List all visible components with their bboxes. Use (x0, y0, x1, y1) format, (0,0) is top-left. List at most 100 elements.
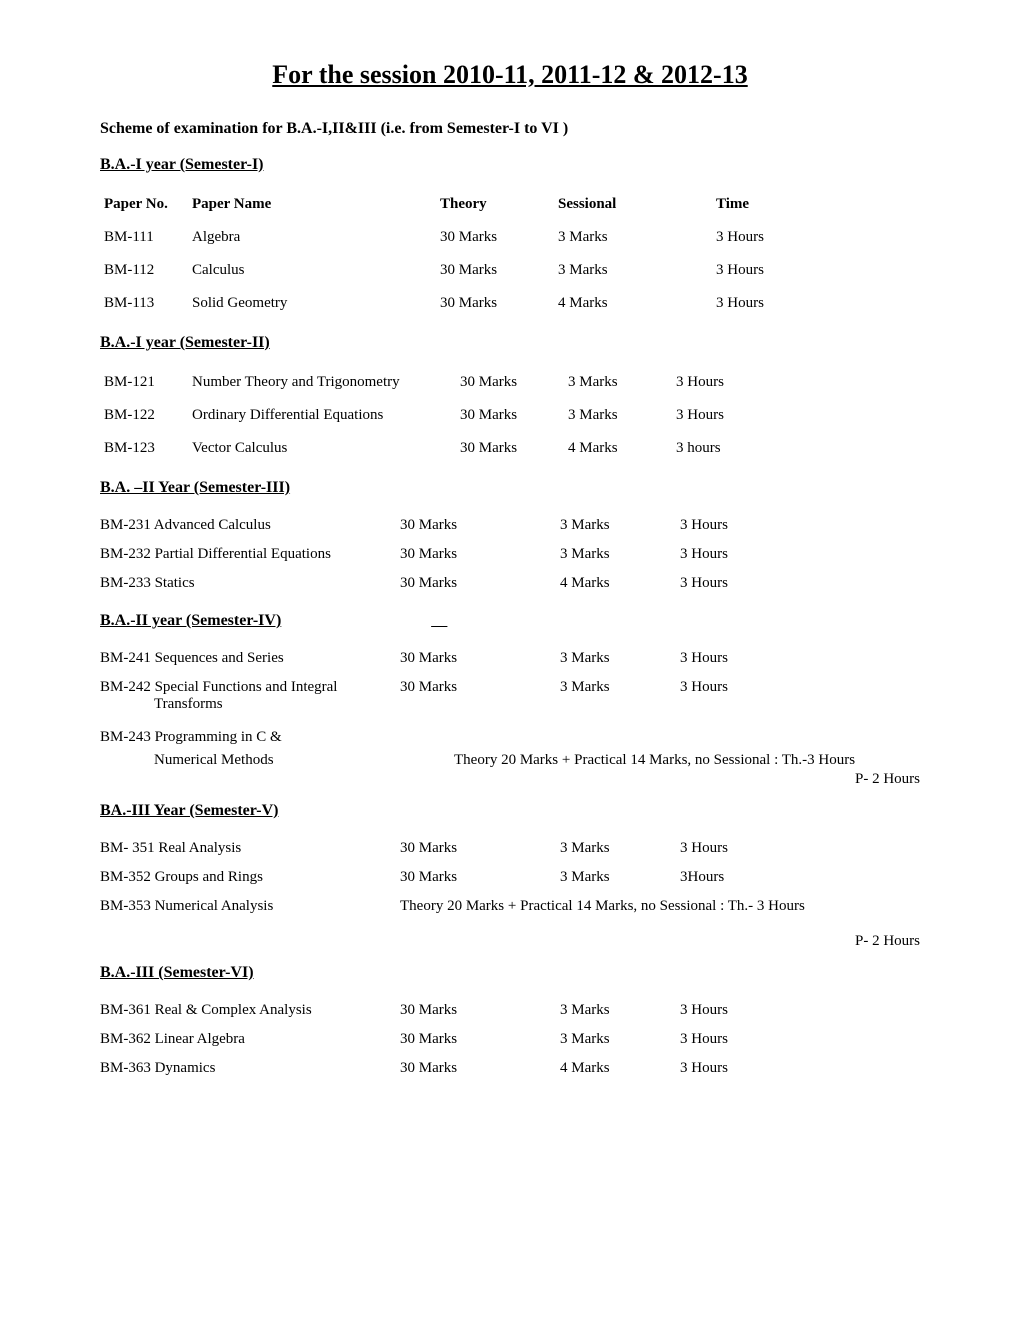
cell-sessional: 3 Marks (560, 1031, 680, 1048)
cell-theory: 30 Marks (400, 546, 560, 563)
table-row: BM-363 Dynamics 30 Marks 4 Marks 3 Hours (100, 1054, 920, 1083)
cell-sessional: 4 Marks (560, 575, 680, 592)
cell-paper-no: BM-111 (100, 221, 188, 254)
cell-sessional: 3 Marks (560, 546, 680, 563)
cell-time: 3 Hours (712, 254, 920, 287)
cell-paper-no: BM-121 (100, 366, 188, 399)
cell-combined: BM-362 Linear Algebra (100, 1031, 400, 1048)
table-row: BM-232 Partial Differential Equations 30… (100, 540, 920, 569)
table-row: BM- 351 Real Analysis 30 Marks 3 Marks 3… (100, 834, 920, 863)
cell-paper-name: Ordinary Differential Equations (188, 399, 456, 432)
cell-time: 3 Hours (680, 1060, 920, 1077)
header-time: Time (712, 188, 920, 221)
sem3-table: BM-231 Advanced Calculus 30 Marks 3 Mark… (100, 511, 920, 598)
sem1-table: Paper No. Paper Name Theory Sessional Ti… (100, 188, 920, 320)
table-row: BM-353 Numerical Analysis Theory 20 Mark… (100, 892, 920, 921)
sem4-table: BM-241 Sequences and Series 30 Marks 3 M… (100, 644, 920, 788)
cell-paper-no: BM-112 (100, 254, 188, 287)
table-row: BM-362 Linear Algebra 30 Marks 3 Marks 3… (100, 1025, 920, 1054)
cell-sessional: 3 Marks (554, 254, 712, 287)
cell-theory: 30 Marks (456, 399, 564, 432)
sem3-title: B.A. –II Year (Semester-III) (100, 479, 920, 497)
cell-theory: 30 Marks (456, 366, 564, 399)
numerical-methods-label: Numerical Methods (100, 752, 454, 769)
cell-time: 3 Hours (712, 287, 920, 320)
sem6-table: BM-361 Real & Complex Analysis 30 Marks … (100, 996, 920, 1083)
cell-sessional: 3 Marks (564, 366, 672, 399)
dash-mark: __ (431, 612, 447, 630)
cell-time: 3 Hours (672, 399, 920, 432)
header-theory: Theory (436, 188, 554, 221)
cell-theory: 30 Marks (400, 1031, 560, 1048)
cell-paper-name: Algebra (188, 221, 436, 254)
cell-theory: 30 Marks (400, 679, 560, 696)
cell-sessional: 3 Marks (554, 221, 712, 254)
cell-paper-name: Vector Calculus (188, 432, 456, 465)
table-row: BM-111 Algebra 30 Marks 3 Marks 3 Hours (100, 221, 920, 254)
cell-paper-name: Number Theory and Trigonometry (188, 366, 456, 399)
cell-time: 3Hours (680, 869, 920, 886)
cell-combined: BM-233 Statics (100, 575, 400, 592)
sem2-title: B.A.-I year (Semester-II) (100, 334, 920, 352)
cell-sessional: 3 Marks (560, 679, 680, 696)
table-row: BM-122 Ordinary Differential Equations 3… (100, 399, 920, 432)
bm353-note2: P- 2 Hours (100, 933, 920, 950)
cell-theory: 30 Marks (436, 287, 554, 320)
cell-sessional: 4 Marks (560, 1060, 680, 1077)
sem5-title: BA.-III Year (Semester-V) (100, 802, 920, 820)
table-row: BM-233 Statics 30 Marks 4 Marks 3 Hours (100, 569, 920, 598)
header-sessional: Sessional (554, 188, 712, 221)
cell-theory: 30 Marks (436, 221, 554, 254)
cell-sessional: 4 Marks (554, 287, 712, 320)
cell-paper-no: BM-123 (100, 432, 188, 465)
cell-sessional: 4 Marks (564, 432, 672, 465)
sem5-table: BM- 351 Real Analysis 30 Marks 3 Marks 3… (100, 834, 920, 950)
cell-theory: 30 Marks (456, 432, 564, 465)
cell-sessional: 3 Marks (560, 517, 680, 534)
cell-sessional: 3 Marks (564, 399, 672, 432)
cell-combined: BM- 351 Real Analysis (100, 840, 400, 857)
sem1-title: B.A.-I year (Semester-I) (100, 156, 920, 174)
cell-theory: 30 Marks (436, 254, 554, 287)
cell-paper-name: Solid Geometry (188, 287, 436, 320)
cell-theory: 30 Marks (400, 1060, 560, 1077)
cell-sessional: 3 Marks (560, 869, 680, 886)
cell-sessional: 3 Marks (560, 650, 680, 667)
cell-theory: 30 Marks (400, 650, 560, 667)
cell-combined: BM-363 Dynamics (100, 1060, 400, 1077)
bm243-note2: P- 2 Hours (100, 771, 920, 788)
header-paper-no: Paper No. (100, 188, 188, 221)
cell-time: 3 Hours (680, 679, 920, 696)
cell-time: 3 hours (672, 432, 920, 465)
header-paper-name: Paper Name (188, 188, 436, 221)
table-row: BM-241 Sequences and Series 30 Marks 3 M… (100, 644, 920, 673)
table-row: BM-231 Advanced Calculus 30 Marks 3 Mark… (100, 511, 920, 540)
cell-paper-no: BM-122 (100, 399, 188, 432)
cell-sessional: 3 Marks (560, 1002, 680, 1019)
cell-combined: BM-361 Real & Complex Analysis (100, 1002, 400, 1019)
cell-combined: BM-241 Sequences and Series (100, 650, 400, 667)
table-row: BM-123 Vector Calculus 30 Marks 4 Marks … (100, 432, 920, 465)
cell-combined: BM-353 Numerical Analysis (100, 898, 400, 915)
cell-combined: BM-352 Groups and Rings (100, 869, 400, 886)
sem2-table: BM-121 Number Theory and Trigonometry 30… (100, 366, 920, 465)
cell-time: 3 Hours (680, 650, 920, 667)
cell-combined: BM-242 Special Functions and Integral (100, 679, 400, 696)
cell-theory: 30 Marks (400, 1002, 560, 1019)
table-row: BM-121 Number Theory and Trigonometry 30… (100, 366, 920, 399)
cell-theory: 30 Marks (400, 869, 560, 886)
cell-time: 3 Hours (680, 1031, 920, 1048)
cell-time: 3 Hours (672, 366, 920, 399)
cell-combined: BM-231 Advanced Calculus (100, 517, 400, 534)
sem6-title: B.A.-III (Semester-VI) (100, 964, 920, 982)
table-row: BM-112 Calculus 30 Marks 3 Marks 3 Hours (100, 254, 920, 287)
table-row: BM-361 Real & Complex Analysis 30 Marks … (100, 996, 920, 1025)
cell-time: 3 Hours (680, 1002, 920, 1019)
cell-time: 3 Hours (712, 221, 920, 254)
cell-time: 3 Hours (680, 575, 920, 592)
bm353-note: Theory 20 Marks + Practical 14 Marks, no… (400, 898, 920, 915)
table-row: BM-352 Groups and Rings 30 Marks 3 Marks… (100, 863, 920, 892)
table-row: BM-243 Programming in C & (100, 723, 920, 752)
scheme-subheading: Scheme of examination for B.A.-I,II&III … (100, 120, 920, 138)
cell-theory: 30 Marks (400, 840, 560, 857)
